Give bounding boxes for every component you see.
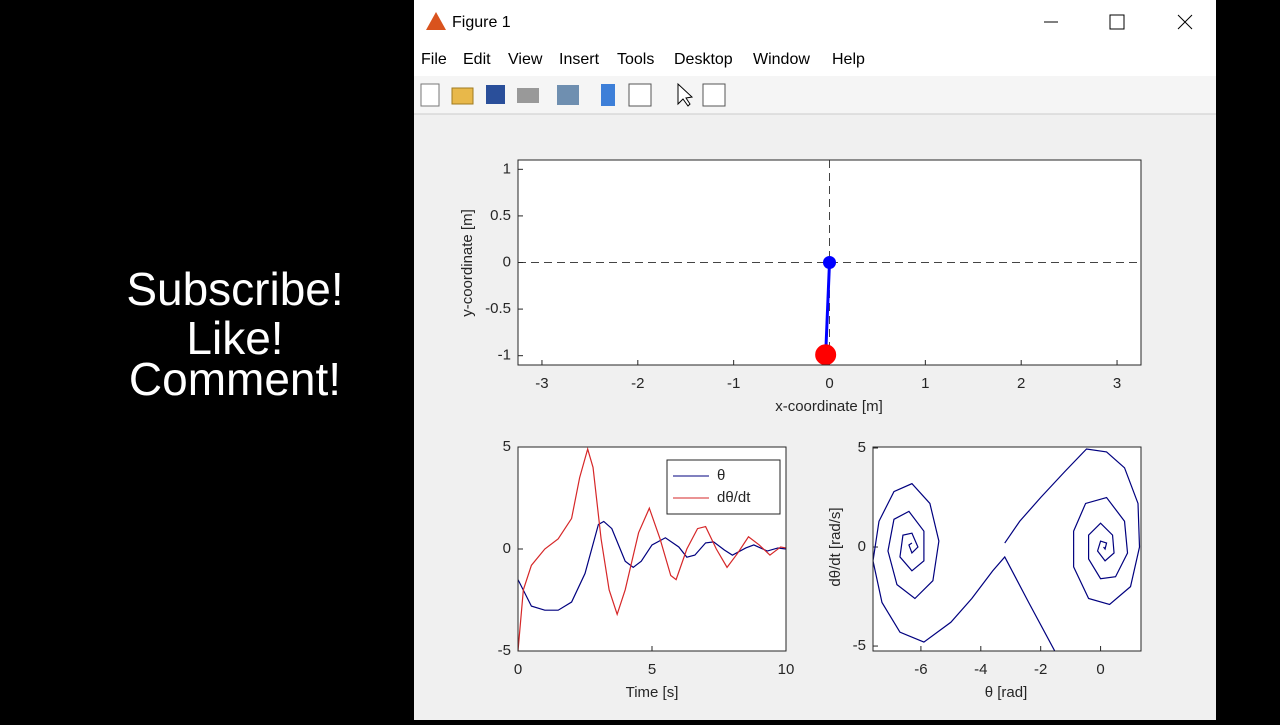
marker	[815, 344, 837, 366]
x-tick-label: 0	[514, 661, 522, 678]
y-axis-label: y-coordinate [m]	[459, 209, 476, 317]
y-tick-label: -0.5	[485, 300, 511, 317]
y-tick-label: 5	[503, 438, 511, 455]
save-icon[interactable]	[486, 85, 505, 104]
menu-item[interactable]: Insert	[559, 51, 600, 68]
x-tick-label: -3	[535, 375, 548, 392]
y-tick-label: -1	[498, 347, 511, 364]
print-icon[interactable]	[517, 88, 539, 103]
y-axis-label: dθ/dt [rad/s]	[827, 507, 844, 586]
menu-item[interactable]: Desktop	[674, 51, 733, 68]
menu-item[interactable]: Tools	[617, 51, 654, 68]
data-line	[873, 482, 1056, 651]
marker	[823, 256, 836, 269]
x-axis-label: θ [rad]	[985, 684, 1028, 701]
y-tick-label: 0.5	[490, 207, 511, 224]
x-tick-label: 3	[1113, 375, 1121, 392]
y-tick-label: 0	[858, 538, 866, 555]
axes-box	[517, 159, 1142, 366]
colorbar-icon[interactable]	[601, 84, 615, 106]
menu-items: File Edit View Insert Tools Desktop Window Help	[421, 51, 865, 68]
x-tick-label: 0	[825, 375, 833, 392]
overlay-text: Subscribe!	[126, 263, 343, 315]
open-icon[interactable]	[451, 87, 474, 105]
x-tick-label: 1	[921, 375, 929, 392]
x-tick-label: 2	[1017, 375, 1025, 392]
y-tick-label: 1	[503, 160, 511, 177]
x-tick-label: -6	[914, 661, 927, 678]
pointer-icon[interactable]	[677, 82, 694, 107]
menu-item[interactable]: Edit	[463, 51, 491, 68]
maximize-button[interactable]	[1109, 14, 1125, 30]
close-button[interactable]	[1177, 14, 1193, 30]
y-tick-label: -5	[853, 637, 866, 654]
link-icon[interactable]	[557, 85, 579, 105]
x-tick-label: -2	[631, 375, 644, 392]
x-tick-label: -2	[1034, 661, 1047, 678]
y-tick-label: 0	[503, 253, 511, 270]
property-icon[interactable]	[702, 83, 726, 107]
new-icon[interactable]	[420, 83, 440, 107]
data-line	[1004, 448, 1141, 606]
legend-box	[666, 459, 781, 515]
menu-item[interactable]: File	[421, 51, 447, 68]
x-tick-label: 0	[1096, 661, 1104, 678]
data-line	[518, 520, 786, 611]
x-axis-label: x-coordinate [m]	[775, 398, 883, 415]
data-line	[824, 262, 831, 355]
legend-label: dθ/dt	[717, 489, 751, 506]
axes-box	[517, 446, 787, 652]
menu-item[interactable]: Help	[832, 51, 865, 68]
x-tick-label: 10	[778, 661, 795, 678]
y-tick-label: 0	[503, 540, 511, 557]
window-title: Figure 1	[452, 14, 511, 31]
title-bar	[414, 0, 1216, 44]
x-tick-label: -1	[727, 375, 740, 392]
overlay-text: Like!	[186, 312, 283, 364]
legend-icon[interactable]	[628, 83, 652, 107]
overlay-text: Comment!	[129, 353, 341, 405]
app-icon	[426, 12, 446, 30]
menu-item[interactable]: View	[508, 51, 543, 68]
menu-item[interactable]: Window	[753, 51, 810, 68]
x-axis-label: Time [s]	[626, 684, 679, 701]
x-tick-label: -4	[974, 661, 987, 678]
y-tick-label: -5	[498, 642, 511, 659]
toolbar-icons	[420, 82, 726, 107]
x-tick-label: 5	[648, 661, 656, 678]
toolbar	[414, 76, 1216, 114]
menu-bar	[414, 44, 1216, 76]
plot-area	[873, 447, 1141, 651]
data-line	[518, 447, 786, 651]
axes-box	[872, 446, 1142, 652]
legend-label: θ	[717, 467, 725, 484]
y-tick-label: 5	[858, 439, 866, 456]
